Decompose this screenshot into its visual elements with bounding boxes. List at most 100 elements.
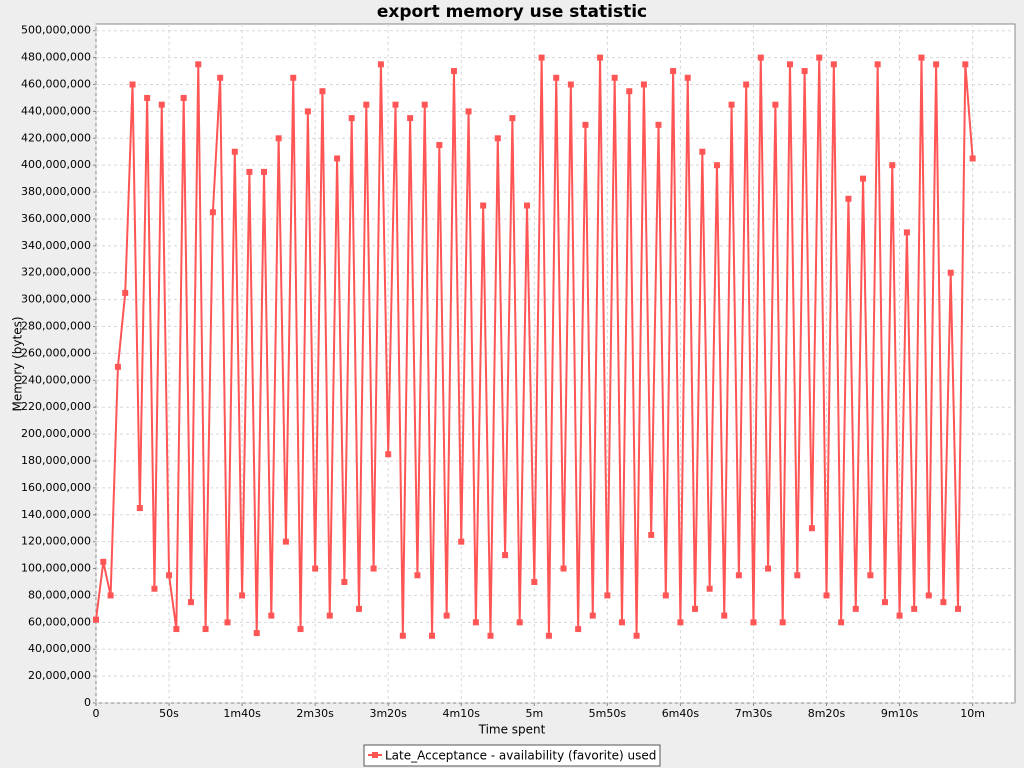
point: [728, 101, 735, 108]
point: [706, 585, 713, 592]
point: [217, 74, 224, 81]
point: [925, 592, 932, 599]
point: [765, 565, 772, 572]
y-tick-label: 480,000,000: [21, 51, 91, 64]
point: [202, 626, 209, 633]
point: [166, 572, 173, 579]
y-tick-label: 440,000,000: [21, 104, 91, 117]
point: [692, 605, 699, 612]
x-tick-label: 5m: [525, 707, 543, 720]
point: [187, 599, 194, 606]
point: [407, 115, 414, 122]
point: [531, 578, 538, 585]
x-tick-label: 7m30s: [735, 707, 773, 720]
y-axis-label: Memory (bytes): [11, 316, 25, 411]
point: [889, 162, 896, 169]
point: [677, 619, 684, 626]
y-tick-label: 160,000,000: [21, 481, 91, 494]
point: [494, 135, 501, 142]
point: [962, 61, 969, 68]
point: [808, 525, 815, 532]
point: [399, 632, 406, 639]
point: [414, 572, 421, 579]
point: [180, 94, 187, 101]
point: [195, 61, 202, 68]
point: [107, 592, 114, 599]
point: [312, 565, 319, 572]
y-tick-label: 20,000,000: [28, 669, 91, 682]
y-tick-label: 460,000,000: [21, 78, 91, 91]
y-tick-label: 100,000,000: [21, 562, 91, 575]
point: [589, 612, 596, 619]
point: [633, 632, 640, 639]
point: [838, 619, 845, 626]
y-tick-label: 60,000,000: [28, 615, 91, 628]
point: [648, 531, 655, 538]
y-tick-label: 280,000,000: [21, 320, 91, 333]
point: [575, 626, 582, 633]
y-tick-label: 120,000,000: [21, 535, 91, 548]
point: [699, 148, 706, 155]
y-tick-label: 500,000,000: [21, 24, 91, 37]
point: [443, 612, 450, 619]
y-tick-label: 140,000,000: [21, 508, 91, 521]
point: [933, 61, 940, 68]
point: [626, 88, 633, 95]
point: [290, 74, 297, 81]
point: [93, 616, 99, 623]
point: [480, 202, 487, 209]
point: [918, 54, 925, 61]
point: [472, 619, 479, 626]
x-tick-label: 4m10s: [443, 707, 481, 720]
point: [502, 552, 509, 559]
x-axis-label: Time spent: [478, 723, 546, 737]
point: [786, 61, 793, 68]
point: [867, 572, 874, 579]
y-tick-label: 260,000,000: [21, 346, 91, 359]
x-tick-label: 2m30s: [296, 707, 334, 720]
point: [239, 592, 246, 599]
point: [845, 195, 852, 202]
point: [750, 619, 757, 626]
chart-title: export memory use statistic: [377, 2, 647, 22]
point: [896, 612, 903, 619]
point: [955, 605, 962, 612]
point: [261, 168, 268, 175]
point: [640, 81, 647, 88]
point: [246, 168, 253, 175]
point: [450, 68, 457, 75]
point: [567, 81, 574, 88]
point: [947, 269, 954, 276]
point: [860, 175, 867, 182]
point: [911, 605, 918, 612]
point: [516, 619, 523, 626]
point: [816, 54, 823, 61]
point: [670, 68, 677, 75]
point: [275, 135, 282, 142]
point: [582, 121, 589, 128]
y-tick-label: 200,000,000: [21, 427, 91, 440]
point: [122, 289, 129, 296]
point: [743, 81, 750, 88]
point: [524, 202, 531, 209]
point: [173, 626, 180, 633]
y-tick-label: 400,000,000: [21, 158, 91, 171]
point: [597, 54, 604, 61]
point: [304, 108, 311, 115]
point: [545, 632, 552, 639]
point: [319, 88, 326, 95]
y-tick-label: 420,000,000: [21, 131, 91, 144]
x-tick-label: 6m40s: [662, 707, 700, 720]
legend-label: Late_Acceptance - availability (favorite…: [385, 749, 656, 763]
x-tick-label: 0: [93, 707, 100, 720]
legend: [363, 744, 661, 767]
point: [377, 61, 384, 68]
point: [772, 101, 779, 108]
point: [458, 538, 465, 545]
point: [969, 155, 976, 162]
point: [881, 599, 888, 606]
point: [487, 632, 494, 639]
point: [268, 612, 275, 619]
point: [144, 94, 151, 101]
